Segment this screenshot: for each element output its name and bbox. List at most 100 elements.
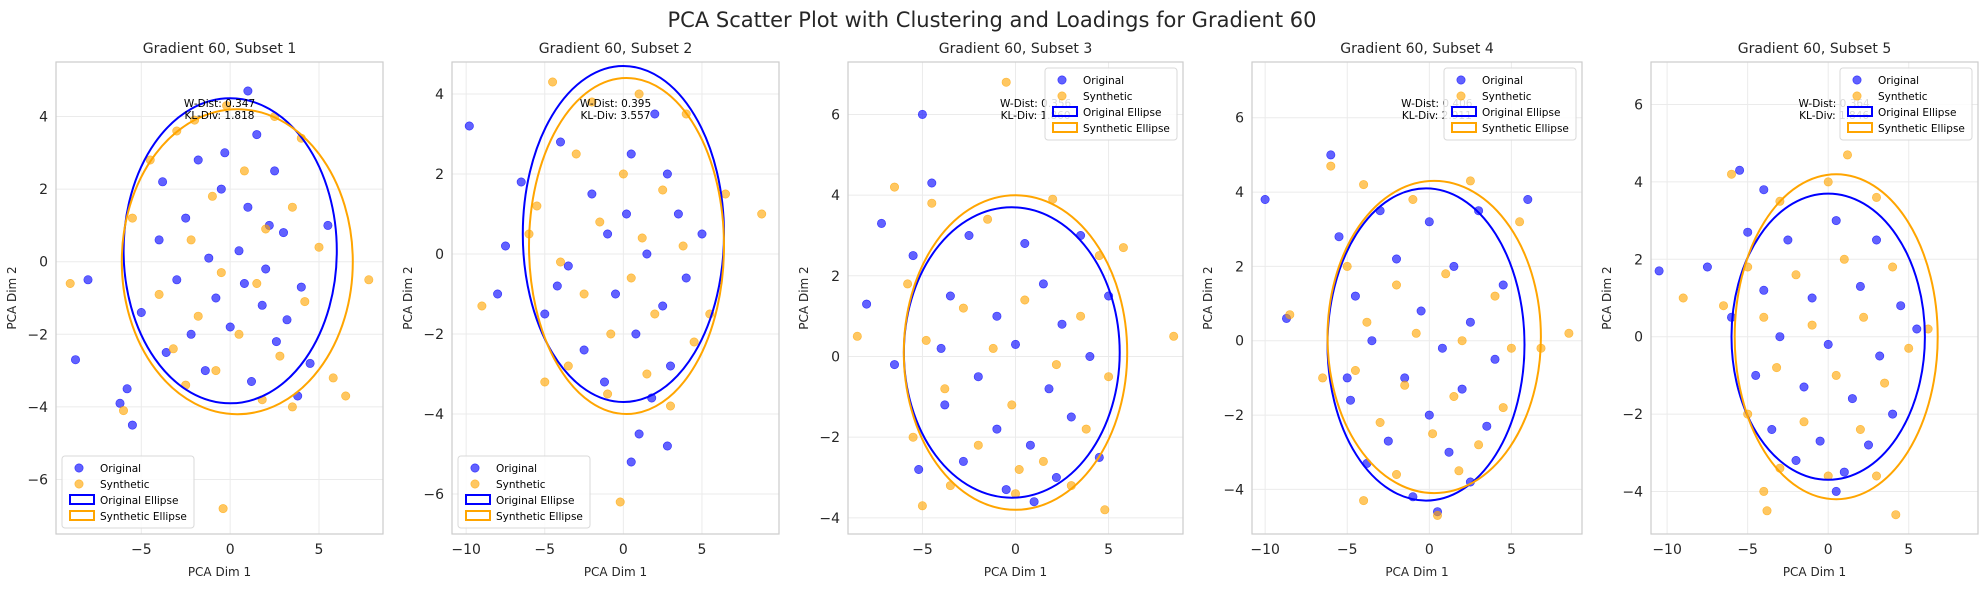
y-tick-label: 0	[831, 349, 840, 365]
original-point	[500, 241, 510, 251]
original-point	[154, 235, 164, 245]
synthetic-point	[193, 311, 203, 321]
synthetic-point	[540, 377, 550, 387]
synthetic-point	[958, 303, 968, 313]
y-tick-label: −4	[819, 511, 840, 527]
synthetic-point	[555, 257, 565, 267]
original-point	[193, 155, 203, 165]
original-point	[1872, 235, 1882, 245]
legend-label: Original	[496, 463, 537, 475]
legend-label: Synthetic	[1482, 91, 1532, 103]
original-point	[587, 189, 597, 199]
original-point	[665, 361, 675, 371]
plot-area	[1252, 62, 1582, 534]
legend-label: Original Ellipse	[1482, 107, 1560, 119]
y-tick-label: 2	[831, 269, 840, 285]
y-tick-label: −2	[1223, 408, 1244, 424]
legend: Original Synthetic Original Ellipse Synthet…	[61, 455, 195, 529]
original-point	[1444, 447, 1454, 457]
plot-data	[464, 65, 767, 507]
original-point	[247, 376, 257, 386]
original-point	[1896, 301, 1906, 311]
synthetic-point	[606, 329, 616, 339]
original-point	[1383, 436, 1393, 446]
synthetic-point	[1342, 261, 1352, 271]
synthetic-point	[328, 373, 338, 383]
original-point	[992, 311, 1002, 321]
legend-label: Synthetic	[1878, 91, 1928, 103]
original-point	[1783, 235, 1793, 245]
y-tick-label: −4	[1223, 482, 1244, 498]
synthetic-point	[218, 504, 228, 514]
original-point	[181, 213, 191, 223]
subplot-2: −10 −5 0 5 −6 −4 −2 0 2 4 Gradient 60, Subset 2 PCA…	[401, 41, 780, 579]
synthetic-point	[908, 432, 918, 442]
original-point	[1875, 351, 1885, 361]
subplot-title: Gradient 60, Subset 3	[939, 41, 1093, 57]
original-point	[220, 148, 230, 158]
synthetic-point	[1051, 360, 1061, 370]
original-point	[1823, 339, 1833, 349]
x-tick-label: −5	[131, 542, 152, 558]
original-point	[1743, 227, 1753, 237]
original-point	[1038, 279, 1048, 289]
subplot-4: −10 −5 0 5 −4 −2 0 2 4 6 Gradient 60, Subset 4 PCA …	[1201, 41, 1583, 579]
synthetic-point	[595, 217, 605, 227]
x-tick-label: 0	[619, 542, 628, 558]
x-tick-label: −5	[1337, 542, 1358, 558]
legend-synthetic-marker	[1852, 91, 1862, 101]
original-point	[673, 209, 683, 219]
original-point	[127, 420, 137, 430]
y-tick-label: −2	[1622, 407, 1643, 423]
x-axis-label: PCA Dim 1	[584, 565, 647, 579]
synthetic-point	[314, 242, 324, 252]
synthetic-point	[1807, 320, 1817, 330]
synthetic-point	[364, 275, 374, 285]
original-point	[1855, 281, 1865, 291]
y-axis-label: PCA Dim 2	[401, 266, 415, 329]
synthetic-point	[889, 182, 899, 192]
legend-synthetic-ellipse-swatch	[1451, 122, 1477, 133]
synthetic-point	[720, 189, 730, 199]
legend-original-marker	[74, 463, 84, 473]
stats-annotation: KL-Div: 3.557	[581, 110, 651, 122]
synthetic-point	[119, 406, 129, 416]
legend-label: Synthetic Ellipse	[1083, 123, 1170, 135]
y-tick-label: 4	[1634, 175, 1643, 191]
synthetic-point	[1362, 317, 1372, 327]
original-point	[1759, 185, 1769, 195]
legend: Original Synthetic Original Ellipse Synthet…	[1443, 67, 1577, 141]
synthetic-point	[1678, 293, 1688, 303]
legend-original-ellipse-swatch	[69, 494, 95, 505]
original-point	[1010, 339, 1020, 349]
synthetic-point	[127, 213, 137, 223]
original-point	[1437, 343, 1447, 353]
original-point	[1367, 336, 1377, 346]
original-point	[1392, 254, 1402, 264]
original-point	[1888, 409, 1898, 419]
original-point	[936, 343, 946, 353]
x-tick-label: −5	[534, 542, 555, 558]
plot-data	[65, 86, 374, 514]
original-point	[1847, 394, 1857, 404]
synthetic-point	[477, 301, 487, 311]
x-tick-label: 5	[1507, 542, 1516, 558]
axes-frame	[1251, 61, 1583, 535]
original-point	[1831, 486, 1841, 496]
synthetic-point	[917, 501, 927, 511]
synthetic-point	[579, 289, 589, 299]
y-tick-label: 6	[831, 107, 840, 123]
synthetic-point	[1719, 301, 1729, 311]
subplot-1: −5 0 5 −6 −4 −2 0 2 4 Gradient 60, Subset 1 PCA Di…	[5, 41, 384, 579]
legend-original-marker	[1456, 75, 1466, 85]
synthetic-point	[1506, 343, 1516, 353]
y-tick-label: −2	[27, 327, 48, 343]
original-point	[555, 137, 565, 147]
y-axis-label: PCA Dim 2	[5, 266, 19, 329]
original-point	[186, 329, 196, 339]
original-point	[992, 424, 1002, 434]
synthetic-point	[287, 402, 297, 412]
x-tick-label: −5	[1737, 542, 1758, 558]
original-point	[1085, 351, 1095, 361]
